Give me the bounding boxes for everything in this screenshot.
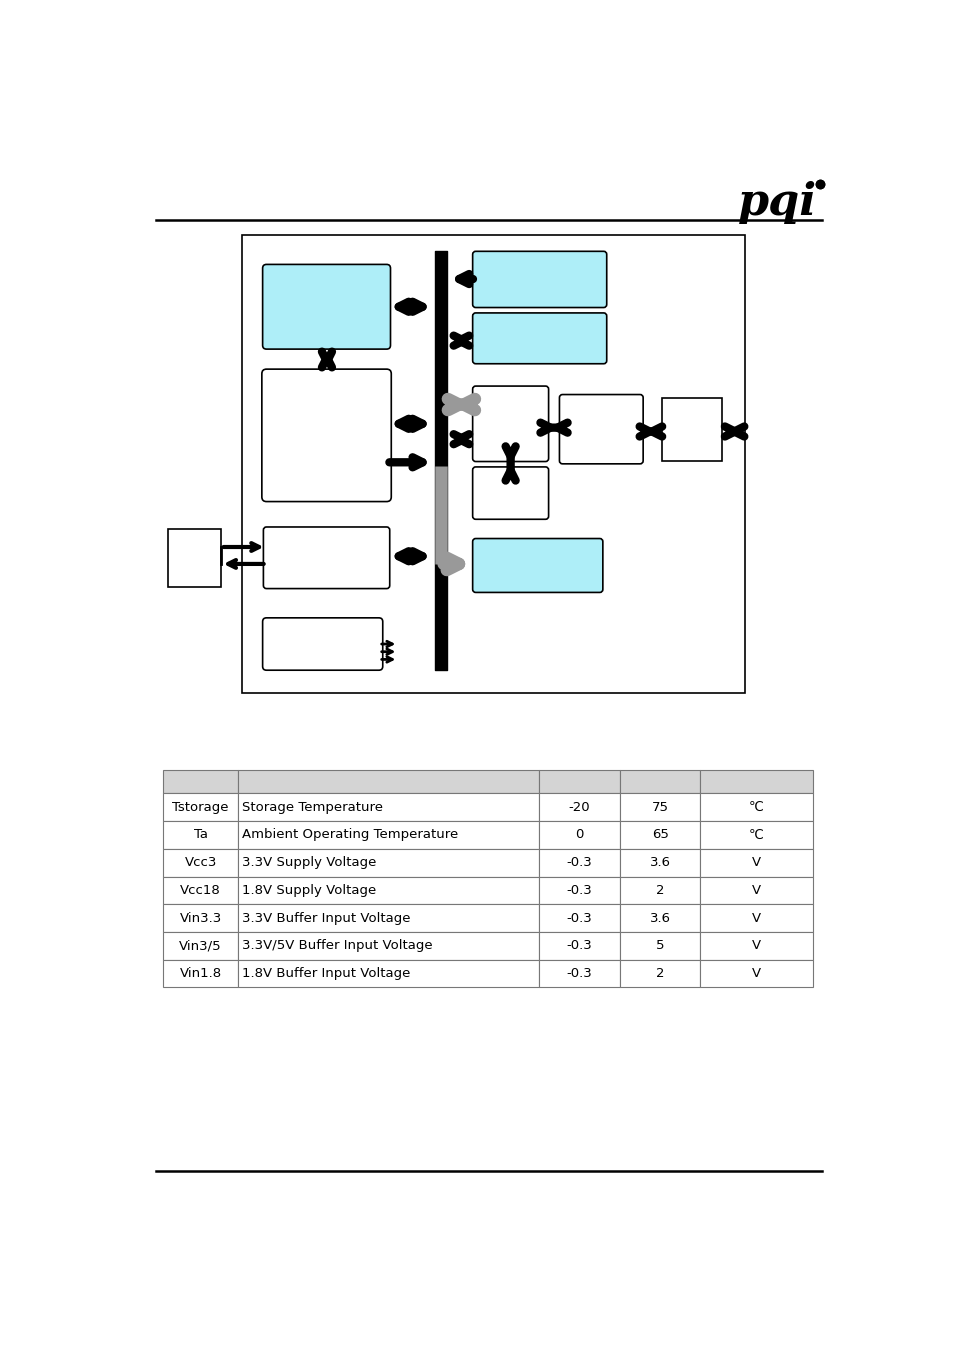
FancyBboxPatch shape [262,265,390,350]
Bar [163,849,237,876]
Bar [619,771,700,794]
Text: -0.3: -0.3 [566,911,592,925]
Text: Tstorage: Tstorage [172,801,229,814]
Bar [700,876,812,904]
Text: pqi: pqi [737,181,816,224]
Bar [538,771,619,794]
Bar [237,904,538,931]
Text: -0.3: -0.3 [566,884,592,896]
Text: Ta: Ta [193,829,208,841]
Bar [619,931,700,960]
Bar [538,931,619,960]
Text: 5: 5 [656,940,663,952]
FancyBboxPatch shape [263,526,390,589]
Text: Vin3.3: Vin3.3 [179,911,221,925]
Text: ℃: ℃ [748,801,763,814]
Text: Ambient Operating Temperature: Ambient Operating Temperature [241,829,457,841]
Bar [237,876,538,904]
Bar [237,771,538,794]
Text: -20: -20 [568,801,590,814]
Text: -0.3: -0.3 [566,940,592,952]
Bar [538,821,619,849]
Bar [700,960,812,987]
Bar [237,821,538,849]
Text: 3.3V Buffer Input Voltage: 3.3V Buffer Input Voltage [241,911,410,925]
Text: Storage Temperature: Storage Temperature [241,801,382,814]
Text: 75: 75 [651,801,668,814]
Bar [538,876,619,904]
Bar [163,794,237,821]
Bar [237,960,538,987]
Text: 3.6: 3.6 [649,856,670,869]
Text: 3.6: 3.6 [649,911,670,925]
Bar [619,876,700,904]
Bar [538,849,619,876]
Text: Vin3/5: Vin3/5 [179,940,222,952]
Bar [700,771,812,794]
Bar [237,794,538,821]
FancyBboxPatch shape [261,369,391,502]
Bar [163,904,237,931]
Text: ℃: ℃ [748,829,763,841]
Bar [700,794,812,821]
FancyBboxPatch shape [472,313,606,363]
FancyBboxPatch shape [472,251,606,308]
Text: 0: 0 [575,829,583,841]
Bar [538,794,619,821]
Bar [700,821,812,849]
Text: V: V [751,967,760,980]
Bar [163,821,237,849]
Bar [619,904,700,931]
Text: V: V [751,911,760,925]
Text: -0.3: -0.3 [566,856,592,869]
Text: 2: 2 [656,967,663,980]
Text: 3.3V/5V Buffer Input Voltage: 3.3V/5V Buffer Input Voltage [241,940,432,952]
FancyBboxPatch shape [262,618,382,670]
Bar [619,960,700,987]
Text: 1.8V Buffer Input Voltage: 1.8V Buffer Input Voltage [241,967,410,980]
Bar [163,960,237,987]
Bar [619,821,700,849]
Bar [700,849,812,876]
Bar [619,794,700,821]
Text: 2: 2 [656,884,663,896]
Bar [661,398,721,460]
Bar [538,904,619,931]
Bar [241,235,744,694]
Text: V: V [751,856,760,869]
FancyBboxPatch shape [472,539,602,593]
Text: V: V [751,884,760,896]
Text: 3.3V Supply Voltage: 3.3V Supply Voltage [241,856,375,869]
Text: Vcc18: Vcc18 [180,884,221,896]
FancyBboxPatch shape [558,394,642,464]
Text: 1.8V Supply Voltage: 1.8V Supply Voltage [241,884,375,896]
Bar [700,904,812,931]
Bar [237,849,538,876]
Text: 65: 65 [651,829,668,841]
Bar [168,529,220,587]
Bar [163,771,237,794]
FancyBboxPatch shape [472,386,548,462]
Bar [619,849,700,876]
Bar [700,931,812,960]
FancyBboxPatch shape [472,467,548,520]
Bar [237,931,538,960]
Text: -0.3: -0.3 [566,967,592,980]
Bar [163,876,237,904]
Bar [163,931,237,960]
Text: Vin1.8: Vin1.8 [179,967,221,980]
Text: Vcc3: Vcc3 [184,856,216,869]
Text: V: V [751,940,760,952]
Bar [538,960,619,987]
